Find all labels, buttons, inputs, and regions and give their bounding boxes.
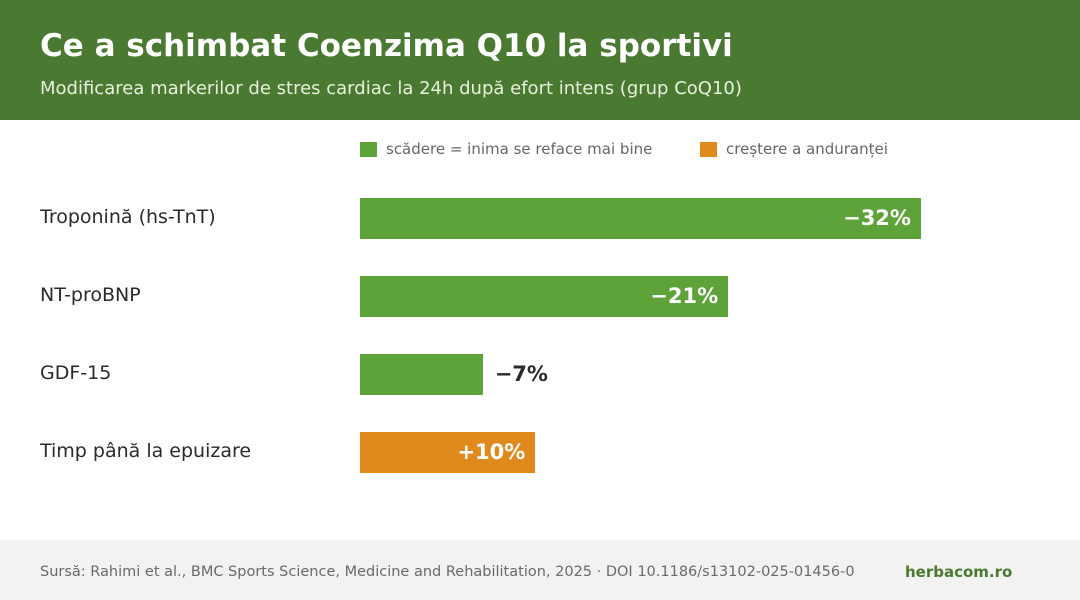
bar-value-label: −7% [494,362,548,386]
chart-subtitle: Modificarea markerilor de stres cardiac … [40,78,742,99]
legend-swatch-decrease [360,141,377,157]
bar [360,354,483,395]
brand-link[interactable]: herbacom.ro [905,563,1013,581]
source-citation: Sursă: Rahimi et al., BMC Sports Science… [40,564,855,580]
legend-item-decrease: scădere = inima se reface mai bine [360,140,652,158]
legend-label-decrease: scădere = inima se reface mai bine [386,140,653,158]
bar-value-label: +10% [457,440,526,464]
bar-value-label: −32% [843,206,911,230]
category-label: Timp până la epuizare [40,440,252,462]
bar [360,276,729,317]
chart-title: Ce a schimbat Coenzima Q10 la sportivi [40,28,733,64]
legend-item-increase: creștere a anduranței [700,140,888,158]
category-label: Troponină (hs-TnT) [40,206,216,228]
category-label: NT-proBNP [40,284,141,306]
bar-value-label: −21% [650,284,719,308]
legend-label-increase: creștere a anduranței [726,140,888,158]
legend-swatch-increase [700,141,717,157]
footer: Sursă: Rahimi et al., BMC Sports Science… [0,540,1080,600]
bar [360,432,536,473]
bar [360,198,921,239]
header-banner: Ce a schimbat Coenzima Q10 la sportivi M… [0,0,1080,120]
category-label: GDF-15 [40,362,112,384]
